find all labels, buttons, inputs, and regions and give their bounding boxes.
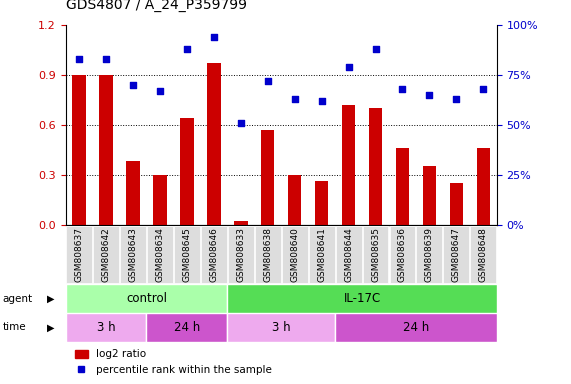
Text: GSM808635: GSM808635 bbox=[371, 227, 380, 282]
Bar bbox=[423, 166, 436, 225]
Bar bbox=[174, 226, 200, 283]
Point bbox=[425, 92, 434, 98]
Bar bbox=[471, 226, 496, 283]
Text: GSM808648: GSM808648 bbox=[479, 227, 488, 282]
Text: ▶: ▶ bbox=[47, 293, 54, 304]
Bar bbox=[73, 75, 86, 225]
Point bbox=[182, 46, 191, 52]
Text: GSM808639: GSM808639 bbox=[425, 227, 434, 282]
Bar bbox=[228, 226, 254, 283]
Bar bbox=[234, 221, 248, 225]
Text: GSM808645: GSM808645 bbox=[182, 227, 191, 282]
Text: GSM808633: GSM808633 bbox=[236, 227, 246, 282]
Bar bbox=[261, 130, 275, 225]
Point bbox=[102, 56, 111, 62]
Point bbox=[317, 98, 326, 104]
Bar bbox=[369, 108, 382, 225]
Bar bbox=[207, 63, 220, 225]
Bar bbox=[66, 284, 227, 313]
Text: GSM808646: GSM808646 bbox=[210, 227, 218, 282]
Point bbox=[210, 34, 219, 40]
Bar bbox=[396, 148, 409, 225]
Text: GSM808643: GSM808643 bbox=[128, 227, 138, 282]
Bar bbox=[201, 226, 227, 283]
Text: IL-17C: IL-17C bbox=[343, 292, 381, 305]
Bar bbox=[66, 226, 92, 283]
Bar bbox=[147, 226, 173, 283]
Point bbox=[236, 120, 246, 126]
Bar bbox=[336, 226, 361, 283]
Text: ▶: ▶ bbox=[47, 322, 54, 333]
Bar bbox=[227, 284, 497, 313]
Point bbox=[452, 96, 461, 102]
Text: 3 h: 3 h bbox=[96, 321, 115, 334]
Bar bbox=[363, 226, 388, 283]
Bar bbox=[315, 181, 328, 225]
Bar bbox=[477, 148, 490, 225]
Text: control: control bbox=[126, 292, 167, 305]
Point bbox=[398, 86, 407, 92]
Point bbox=[128, 82, 138, 88]
Bar bbox=[153, 175, 167, 225]
Bar bbox=[227, 313, 335, 342]
Text: GSM808637: GSM808637 bbox=[75, 227, 83, 282]
Point bbox=[263, 78, 272, 84]
Text: 24 h: 24 h bbox=[403, 321, 429, 334]
Text: GSM808636: GSM808636 bbox=[398, 227, 407, 282]
Bar bbox=[389, 226, 415, 283]
Text: GSM808638: GSM808638 bbox=[263, 227, 272, 282]
Bar bbox=[180, 118, 194, 225]
Bar bbox=[288, 175, 301, 225]
Point bbox=[344, 64, 353, 70]
Bar bbox=[416, 226, 443, 283]
Bar bbox=[335, 313, 497, 342]
Text: GSM808642: GSM808642 bbox=[102, 227, 111, 282]
Text: agent: agent bbox=[3, 293, 33, 304]
Text: GSM808640: GSM808640 bbox=[290, 227, 299, 282]
Bar bbox=[449, 183, 463, 225]
Text: GSM808634: GSM808634 bbox=[155, 227, 164, 282]
Bar bbox=[126, 161, 140, 225]
Bar bbox=[99, 75, 113, 225]
Bar bbox=[66, 313, 147, 342]
Bar bbox=[444, 226, 469, 283]
Text: GDS4807 / A_24_P359799: GDS4807 / A_24_P359799 bbox=[66, 0, 247, 12]
Bar bbox=[309, 226, 335, 283]
Bar bbox=[93, 226, 119, 283]
Text: 3 h: 3 h bbox=[272, 321, 291, 334]
Bar bbox=[282, 226, 308, 283]
Point bbox=[155, 88, 164, 94]
Point bbox=[290, 96, 299, 102]
Text: 24 h: 24 h bbox=[174, 321, 200, 334]
Bar bbox=[147, 313, 227, 342]
Legend: log2 ratio, percentile rank within the sample: log2 ratio, percentile rank within the s… bbox=[71, 345, 276, 379]
Text: GSM808641: GSM808641 bbox=[317, 227, 326, 282]
Point bbox=[75, 56, 84, 62]
Bar bbox=[255, 226, 281, 283]
Text: GSM808647: GSM808647 bbox=[452, 227, 461, 282]
Text: time: time bbox=[3, 322, 26, 333]
Bar bbox=[342, 105, 355, 225]
Bar bbox=[120, 226, 146, 283]
Text: GSM808644: GSM808644 bbox=[344, 227, 353, 282]
Point bbox=[478, 86, 488, 92]
Point bbox=[371, 46, 380, 52]
